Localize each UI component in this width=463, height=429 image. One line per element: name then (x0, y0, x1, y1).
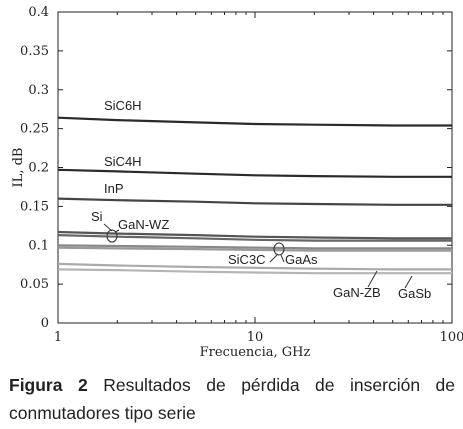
series-line-si (57, 230, 452, 240)
y-axis-label: IL, dB (11, 148, 26, 188)
series-line-inp (57, 197, 452, 206)
y-tick-label: 0.4 (28, 5, 49, 20)
y-tick-label: 0.05 (20, 277, 49, 292)
y-tick-label: 0.35 (20, 44, 49, 59)
annotation-sic3c: SiC3C (228, 252, 266, 267)
y-tick-label: 0 (41, 316, 49, 331)
x-axis-label: Frecuencia, GHz (200, 345, 311, 360)
series-line-gasb (57, 268, 452, 275)
y-axis: 0 0.05 0.1 0.15 0.2 0.25 0.3 0.35 0.4 (20, 5, 452, 331)
annotation-sic4h: SiC4H (104, 154, 142, 169)
series-line-sic6h (57, 116, 452, 127)
series-line-gaas (57, 246, 452, 252)
series-line-sic3c (57, 244, 452, 250)
annotation-inp: InP (104, 181, 124, 196)
pointer-ellipse-sic3c (273, 242, 285, 256)
line-chart: 0 0.05 0.1 0.15 0.2 0.25 0.3 0.35 0.4 1 10 100 SiC… (11, 5, 463, 360)
y-tick-label: 0.2 (28, 161, 49, 176)
series-line-sic4h (57, 168, 452, 178)
annotation-gan-wz: GaN-WZ (118, 217, 169, 232)
series-lines (57, 116, 452, 275)
y-tick-label: 0.3 (28, 83, 49, 98)
annotation-gasb: GaSb (398, 286, 431, 301)
annotation-gan-zb: GaN-ZB (333, 285, 381, 300)
leader-line-gaas (280, 254, 285, 263)
caption-text: Resultados de pérdida de inserción de co… (9, 375, 455, 423)
leader-line-gan-zb (367, 270, 378, 288)
leader-line-si (103, 223, 113, 232)
x-tick-label: 10 (247, 330, 264, 345)
x-tick-label: 100 (440, 330, 463, 345)
caption-label: Figura 2 (9, 375, 88, 395)
x-axis: 1 10 100 (54, 12, 463, 345)
leader-line-gan-wz (114, 229, 120, 233)
x-tick-label: 1 (54, 330, 62, 345)
y-tick-label: 0.1 (28, 238, 49, 253)
series-line-gan-zb (57, 262, 452, 271)
leader-line-sic3c (269, 253, 279, 263)
leader-line-gasb (404, 275, 413, 289)
annotation-sic6h: SiC6H (104, 98, 142, 113)
annotation-si: Si (91, 209, 103, 224)
pointer-ellipse-si (106, 229, 118, 243)
figure-caption: Figura 2 Resultados de pérdida de inserc… (9, 371, 455, 427)
y-tick-label: 0.25 (20, 122, 49, 137)
y-tick-label: 0.15 (20, 199, 49, 214)
annotation-gaas: GaAs (285, 252, 318, 267)
